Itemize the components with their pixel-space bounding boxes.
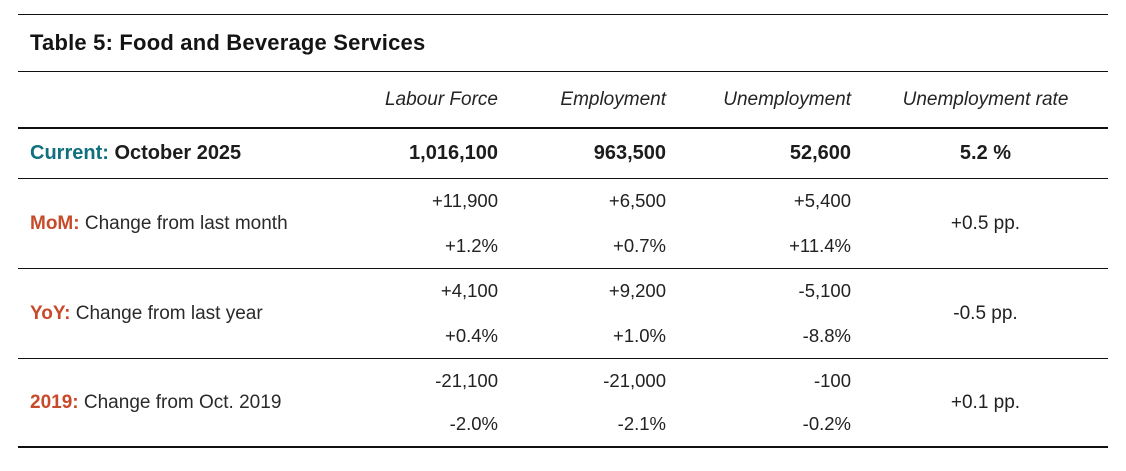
table-title: Table 5: Food and Beverage Services: [30, 30, 426, 55]
yoy-row: YoY: Change from last year +4,100 +0.4% …: [18, 269, 1108, 359]
cell-2019-labour-force-percent: -2.0%: [449, 413, 498, 434]
current-prefix: Current:: [30, 142, 109, 164]
mom-prefix: MoM:: [30, 212, 80, 234]
cell-2019-unemployment-percent: -0.2%: [802, 413, 851, 434]
row-2019-prefix: 2019:: [30, 391, 79, 413]
cell-current-unemployment-rate: 5.2 %: [959, 142, 1012, 164]
labour-stats-table: Table 5: Food and Beverage Services Labo…: [18, 14, 1108, 448]
cell-mom-employment-percent: +0.7%: [613, 235, 666, 256]
row-2019-label: Change from Oct. 2019: [83, 391, 282, 413]
current-row: Current: October 2025 1,016,100 963,500 …: [18, 129, 1108, 179]
col-header-unemployment-rate: Unemployment rate: [902, 88, 1069, 110]
cell-2019-labour-force: -21,100 -2.0%: [370, 359, 510, 446]
cell-mom-unemployment-rate: +0.5 pp.: [950, 212, 1021, 234]
cell-mom-labour-force: +11,900 +1.2%: [370, 179, 510, 268]
cell-mom-unemployment-change: +5,400: [793, 190, 851, 211]
cell-yoy-labour-force-change: +4,100: [440, 280, 498, 301]
cell-yoy-unemployment-percent: -8.8%: [802, 325, 851, 346]
cell-yoy-unemployment-rate: -0.5 pp.: [953, 302, 1018, 324]
col-header-unemployment: Unemployment: [723, 88, 851, 110]
cell-yoy-employment-percent: +1.0%: [613, 325, 666, 346]
col-header-employment: Employment: [560, 88, 666, 110]
mom-label: Change from last month: [84, 212, 288, 234]
row-label-mom: MoM: Change from last month: [18, 213, 370, 235]
cell-2019-unemployment-rate: +0.1 pp.: [950, 391, 1021, 413]
mom-row: MoM: Change from last month +11,900 +1.2…: [18, 179, 1108, 269]
cell-current-labour-force: 1,016,100: [409, 142, 498, 164]
row-label-yoy: YoY: Change from last year: [18, 303, 370, 325]
cell-2019-unemployment: -100 -0.2%: [678, 359, 863, 446]
row-label-current: Current: October 2025: [18, 142, 370, 165]
cell-2019-employment: -21,000 -2.1%: [510, 359, 678, 446]
cell-2019-employment-change: -21,000: [603, 370, 666, 391]
cell-2019-unemployment-change: -100: [813, 370, 851, 391]
yoy-prefix: YoY:: [30, 302, 71, 324]
row-2019: 2019: Change from Oct. 2019 -21,100 -2.0…: [18, 359, 1108, 448]
cell-mom-unemployment-percent: +11.4%: [789, 235, 851, 256]
cell-yoy-labour-force-percent: +0.4%: [445, 325, 498, 346]
cell-mom-labour-force-change: +11,900: [431, 190, 498, 211]
column-header-row: Labour Force Employment Unemployment Une…: [18, 72, 1108, 129]
current-period: October 2025: [114, 142, 242, 164]
yoy-label: Change from last year: [75, 302, 263, 324]
cell-yoy-employment-change: +9,200: [608, 280, 666, 301]
row-label-2019: 2019: Change from Oct. 2019: [18, 392, 370, 414]
cell-2019-labour-force-change: -21,100: [435, 370, 498, 391]
col-header-labour-force: Labour Force: [384, 88, 498, 110]
cell-mom-labour-force-percent: +1.2%: [445, 235, 498, 256]
cell-yoy-labour-force: +4,100 +0.4%: [370, 269, 510, 358]
cell-mom-employment: +6,500 +0.7%: [510, 179, 678, 268]
cell-mom-unemployment: +5,400 +11.4%: [678, 179, 863, 268]
cell-2019-employment-percent: -2.1%: [617, 413, 666, 434]
cell-yoy-employment: +9,200 +1.0%: [510, 269, 678, 358]
cell-current-unemployment: 52,600: [789, 142, 851, 164]
cell-yoy-unemployment-change: -5,100: [798, 280, 851, 301]
cell-yoy-unemployment: -5,100 -8.8%: [678, 269, 863, 358]
cell-current-employment: 963,500: [593, 142, 666, 164]
cell-mom-employment-change: +6,500: [608, 190, 666, 211]
table-title-row: Table 5: Food and Beverage Services: [18, 15, 1108, 72]
